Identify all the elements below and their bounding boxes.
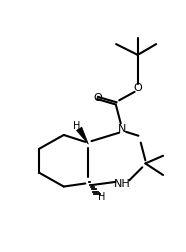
Text: H: H bbox=[73, 121, 81, 132]
Text: O: O bbox=[93, 93, 102, 103]
Polygon shape bbox=[76, 127, 88, 144]
Text: N: N bbox=[118, 124, 126, 134]
Text: O: O bbox=[133, 83, 142, 93]
Text: H: H bbox=[98, 192, 105, 202]
Text: NH: NH bbox=[114, 179, 131, 189]
